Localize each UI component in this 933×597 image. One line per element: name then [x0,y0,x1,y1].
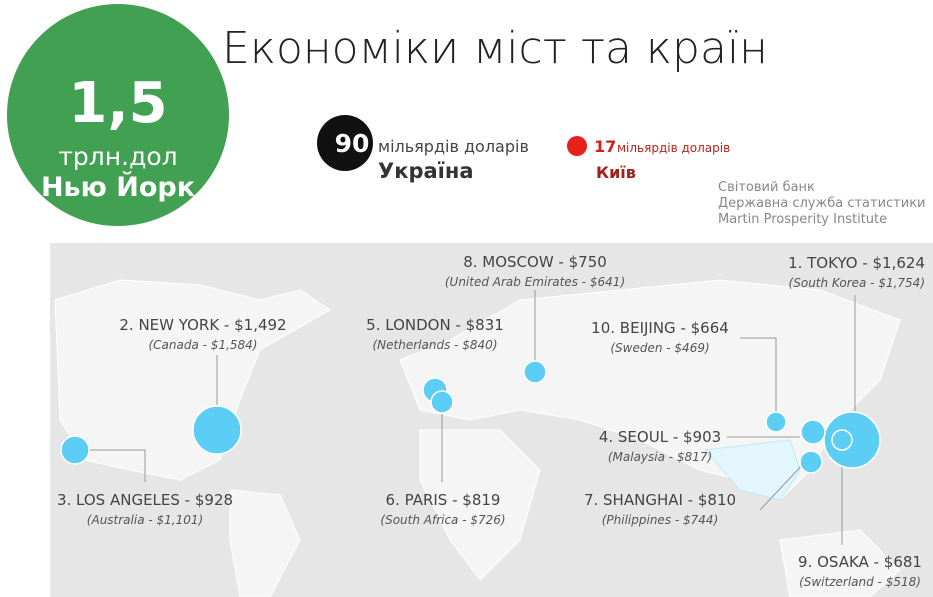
city-bubble [60,435,90,465]
badge-value: 1,5 [68,71,167,136]
legend-name: Україна [378,159,474,183]
city-label: 1. TOKYO - $1,624 [788,254,925,272]
city-label: 10. BEIJING - $664 [591,319,729,337]
city-compare: (Sweden - $469) [610,341,709,355]
city-bubbles [60,360,881,474]
city-compare: (United Arab Emirates - $641) [445,275,625,289]
legend-circle [317,115,373,171]
city-label: 2. NEW YORK - $1,492 [119,316,286,334]
city-compare: (Canada - $1,584) [149,338,258,352]
city-compare: (Australia - $1,101) [87,513,203,527]
city-compare: (South Korea - $1,754) [789,276,925,290]
city-bubble [800,419,826,445]
city-compare: (Switzerland - $518) [799,575,921,589]
legend-unit: мільярдів доларів [617,141,730,155]
city-label: 7. SHANGHAI - $810 [584,491,736,509]
legend-circle [567,136,587,156]
city-bubble [831,429,853,451]
city-bubble [523,360,547,384]
city-label: 5. LONDON - $831 [366,316,504,334]
source: Світовий банк [718,180,815,195]
legend-value: 90 [335,129,370,158]
city-label: 4. SEOUL - $903 [599,428,721,446]
city-bubble [192,405,242,455]
source: Державна служба статистики [718,196,926,211]
city-labels: 1. TOKYO - $1,624 (South Korea - $1,754) 2… [57,253,925,589]
city-bubble [799,450,823,474]
city-compare: (South Africa - $726) [380,513,505,527]
badge-circle [3,0,233,230]
china-highlight [703,439,801,501]
city-bubble [765,411,787,433]
legend-value: 17 [594,137,616,156]
source: Martin Prosperity Institute [718,212,887,227]
legend-name: Київ [596,163,636,182]
city-compare: (Netherlands - $840) [372,338,497,352]
city-label: 6. PARIS - $819 [386,491,501,509]
city-label: 9. OSAKA - $681 [798,553,922,571]
badge-unit: трлн.дол [58,142,177,171]
badge-city: Нью Йорк [41,171,195,203]
city-label: 8. MOSCOW - $750 [463,253,607,271]
legend-unit: мільярдів доларів [378,137,529,156]
title: Економіки міст та країн [222,23,768,74]
city-label: 3. LOS ANGELES - $928 [57,491,233,509]
city-compare: (Malaysia - $817) [608,450,712,464]
city-compare: (Philippines - $744) [602,513,719,527]
city-bubble [430,390,454,414]
